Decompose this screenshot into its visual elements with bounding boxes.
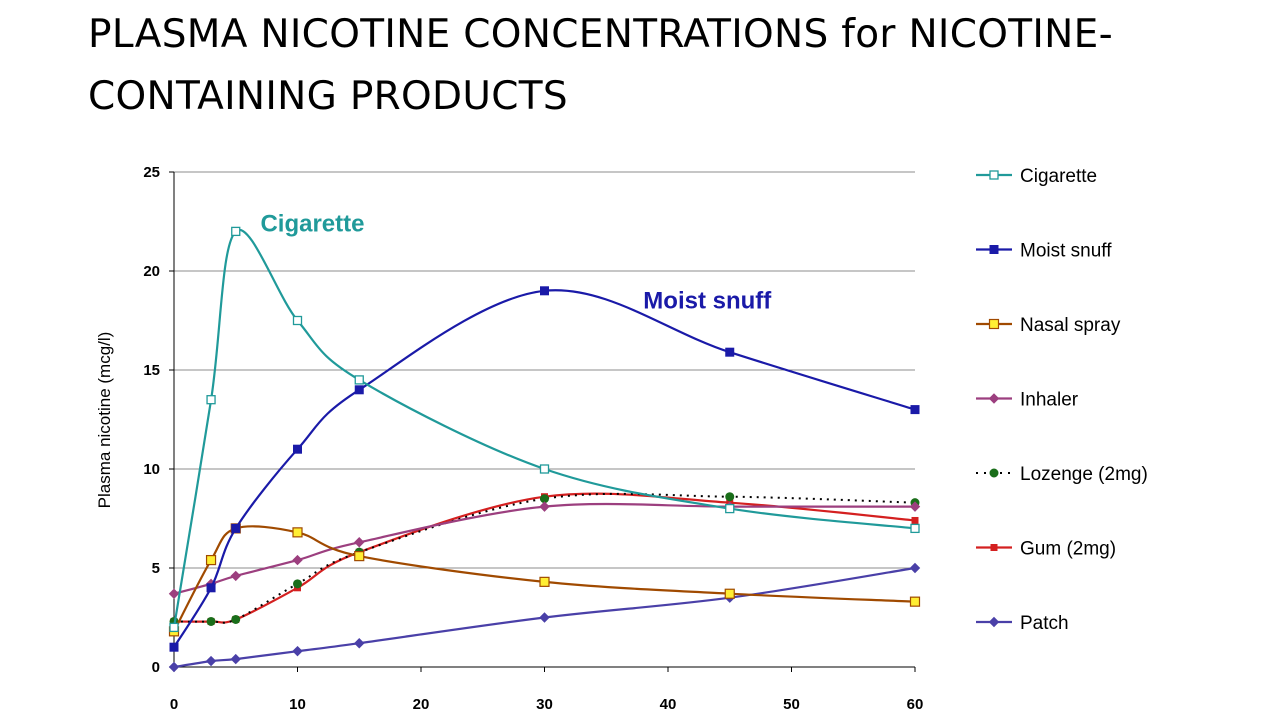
y-tick-label: 20	[143, 263, 160, 280]
data-point-lozenge-2mg-1	[206, 616, 216, 626]
legend-item-cigarette: Cigarette	[976, 166, 1097, 187]
data-point-cigarette-5	[539, 464, 550, 474]
legend-swatch-marker	[989, 245, 999, 254]
series-lozenge-2mg	[169, 492, 920, 626]
data-point-cigarette-0	[169, 622, 179, 633]
series-cigarette	[169, 226, 920, 633]
y-axis-label: Plasma nicotine (mcg/l)	[95, 332, 114, 509]
legend-swatch-marker	[988, 318, 1000, 330]
legend-item-gum-2mg: Gum (2mg)	[976, 539, 1116, 560]
series-gum-2mg	[170, 492, 919, 625]
data-point-nasal-spray-6	[724, 588, 735, 599]
data-point-inhaler-3	[292, 554, 303, 566]
legend-item-patch: Patch	[976, 613, 1069, 634]
legend-label: Inhaler	[1020, 390, 1079, 411]
x-tick-label: 40	[660, 696, 677, 713]
series-group	[168, 226, 921, 673]
data-point-patch-1	[205, 655, 217, 667]
y-tick-label: 0	[152, 659, 160, 676]
data-point-patch-7	[909, 562, 921, 574]
data-point-nasal-spray-7	[909, 596, 921, 607]
legend-item-nasal-spray: Nasal spray	[976, 315, 1121, 336]
annotations: Cigarette Moist snuff	[260, 210, 772, 314]
data-point-inhaler-4	[354, 537, 365, 548]
data-point-gum-2mg-7	[911, 516, 919, 524]
legend-label: Moist snuff	[1020, 241, 1112, 262]
data-point-patch-4	[354, 638, 365, 649]
legend-item-moist-snuff: Moist snuff	[976, 241, 1112, 262]
x-tick-label: 10	[289, 696, 306, 713]
data-point-patch-2	[230, 653, 241, 665]
data-point-nasal-spray-1	[205, 554, 217, 566]
data-point-patch-0	[168, 661, 180, 673]
y-tick-label: 25	[143, 164, 160, 181]
data-point-inhaler-5	[539, 501, 550, 512]
data-point-moist-snuff-6	[725, 347, 735, 357]
x-tick-label: 50	[783, 696, 800, 713]
legend-swatch-marker	[990, 544, 998, 551]
legend-label: Cigarette	[1020, 166, 1097, 187]
data-point-patch-5	[539, 612, 550, 623]
data-point-moist-snuff-2	[231, 523, 241, 533]
series-moist-snuff	[169, 286, 920, 652]
data-point-nasal-spray-5	[539, 576, 550, 587]
legend-swatch-marker	[989, 170, 999, 180]
legend-label: Patch	[1020, 613, 1069, 634]
data-point-moist-snuff-5	[540, 286, 549, 296]
legend-label: Nasal spray	[1020, 315, 1121, 336]
data-point-lozenge-2mg-3	[293, 579, 302, 589]
gridlines	[174, 171, 915, 569]
legend-label: Lozenge (2mg)	[1020, 464, 1148, 485]
y-tick-label: 15	[143, 362, 160, 379]
data-point-nasal-spray-4	[354, 551, 365, 562]
data-point-inhaler-2	[230, 570, 241, 582]
data-point-inhaler-0	[168, 588, 180, 599]
axes: 0 5 10 15 20 25 0 10 20 30 40 50 60	[143, 164, 923, 713]
data-point-lozenge-2mg-2	[231, 614, 241, 624]
data-point-moist-snuff-7	[910, 405, 920, 415]
legend-swatch-marker	[989, 468, 999, 478]
data-point-cigarette-2	[231, 226, 241, 237]
data-point-moist-snuff-4	[354, 385, 364, 395]
x-tick-label: 0	[170, 696, 178, 713]
x-tick-label: 60	[907, 696, 924, 713]
data-point-cigarette-7	[910, 523, 920, 534]
y-tick-label: 10	[143, 461, 160, 478]
legend-item-inhaler: Inhaler	[976, 390, 1079, 411]
data-point-cigarette-1	[206, 395, 216, 405]
slide-title: PLASMA NICOTINE CONCENTRATIONS for NICOT…	[88, 12, 1113, 119]
data-point-nasal-spray-3	[292, 527, 303, 538]
data-point-moist-snuff-1	[206, 583, 216, 593]
data-point-cigarette-3	[292, 315, 303, 326]
data-point-lozenge-2mg-6	[725, 492, 735, 502]
series-line-gum-2mg	[173, 492, 916, 624]
legend-item-lozenge-2mg: Lozenge (2mg)	[976, 464, 1148, 485]
legend-label: Gum (2mg)	[1020, 539, 1116, 560]
data-point-cigarette-4	[354, 375, 364, 385]
data-point-moist-snuff-3	[293, 444, 302, 454]
series-line-lozenge-2mg	[173, 492, 916, 624]
data-point-moist-snuff-0	[169, 642, 179, 652]
data-point-inhaler-7	[909, 501, 921, 512]
x-tick-label: 20	[413, 696, 430, 713]
annotation-moist-snuff: Moist snuff	[643, 288, 772, 315]
y-tick-label: 5	[152, 560, 160, 577]
legend: Cigarette Moist snuff Nasal spray Inhaler Lo…	[976, 166, 1148, 634]
legend-swatch-marker	[988, 393, 1000, 404]
annotation-cigarette: Cigarette	[260, 210, 364, 237]
data-point-cigarette-6	[725, 503, 735, 514]
x-tick-label: 30	[536, 696, 553, 713]
data-point-patch-3	[292, 645, 303, 657]
legend-swatch-marker	[988, 616, 1000, 628]
